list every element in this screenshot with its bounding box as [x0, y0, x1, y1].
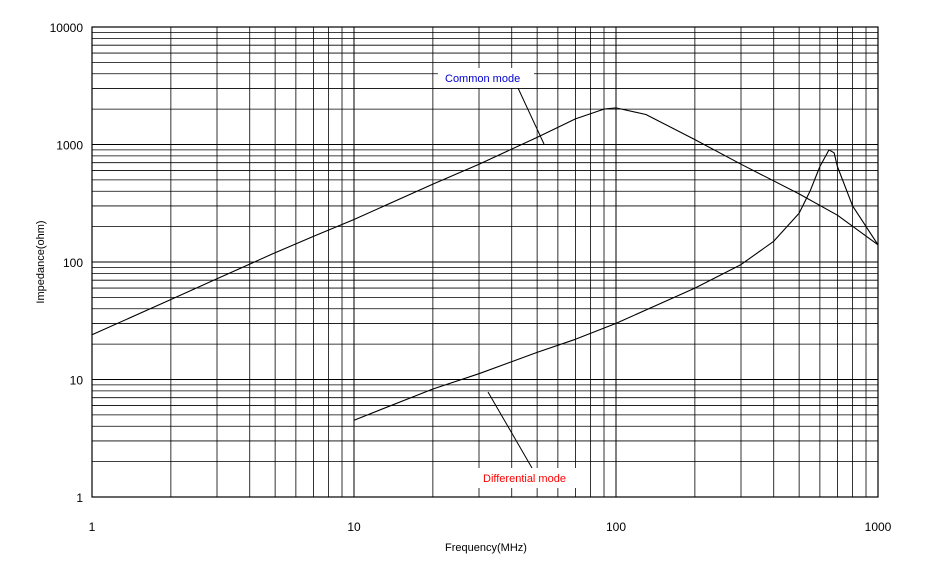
common-mode-label-box [438, 68, 534, 88]
common-mode-label: Common mode [445, 73, 520, 85]
grid [91, 27, 878, 498]
differential-mode-leader-line [487, 391, 533, 469]
y-tick-label: 1000 [56, 139, 83, 153]
tick-labels: 1 10 100 1000 1 10 100 1000 10000 [50, 21, 892, 534]
y-tick-label: 10 [70, 374, 84, 388]
x-tick-label: 1 [89, 520, 96, 534]
series-layer [91, 107, 879, 421]
x-tick-label: 1000 [865, 520, 892, 534]
y-tick-label: 1 [76, 491, 83, 505]
common-mode-series-line [91, 107, 879, 336]
y-tick-label: 10000 [50, 21, 84, 35]
differential-mode-label-box [476, 468, 588, 488]
x-tick-label: 10 [347, 520, 361, 534]
x-axis-title: Frequency(MHz) [445, 542, 527, 554]
differential-mode-label: Differential mode [483, 473, 566, 485]
y-axis-title: Impedance(ohm) [35, 220, 47, 303]
x-tick-label: 100 [606, 520, 626, 534]
plot-frame [91, 26, 879, 498]
y-tick-label: 100 [63, 256, 83, 270]
differential-mode-series-line [353, 149, 879, 421]
common-mode-leader-line [517, 87, 545, 145]
